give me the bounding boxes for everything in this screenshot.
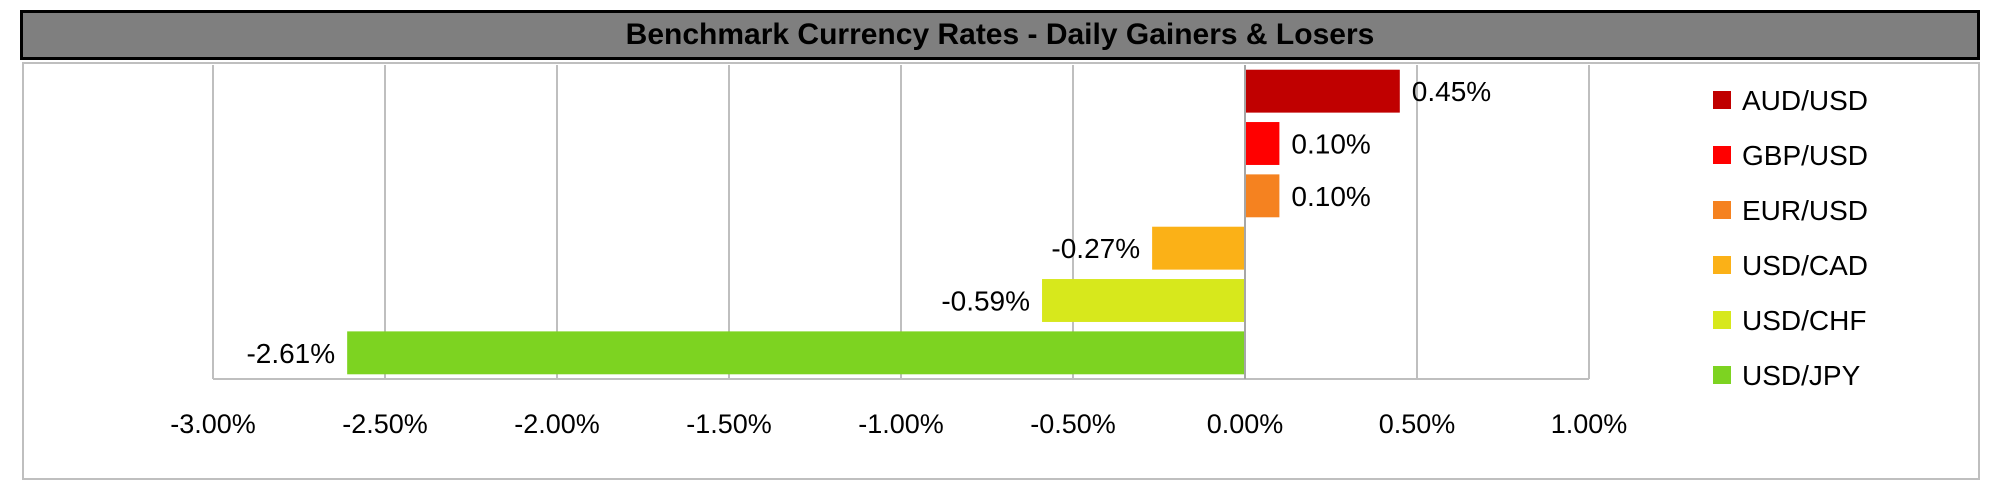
x-tick-label: 1.00% [1551, 409, 1628, 439]
legend-label: USD/JPY [1742, 360, 1861, 391]
x-tick-label: 0.00% [1207, 409, 1284, 439]
x-tick-label: -1.00% [858, 409, 944, 439]
legend-swatch [1713, 366, 1731, 384]
bar-aud-usd [1245, 69, 1400, 113]
bar-eur-usd [1245, 174, 1280, 218]
bar-gbp-usd [1245, 122, 1280, 165]
x-tick-label: -1.50% [686, 409, 772, 439]
legend-swatch [1713, 91, 1731, 109]
data-label: -0.59% [941, 286, 1030, 317]
data-label: -0.27% [1051, 233, 1140, 264]
chart-title: Benchmark Currency Rates - Daily Gainers… [625, 18, 1375, 51]
data-label: -2.61% [246, 338, 335, 369]
legend-swatch [1713, 201, 1731, 219]
legend-label: EUR/USD [1742, 195, 1868, 226]
legend-swatch [1713, 311, 1731, 329]
x-tick-label: -2.50% [342, 409, 428, 439]
bar-usd-cad [1152, 226, 1245, 270]
legend-label: USD/CAD [1742, 250, 1868, 281]
legend-swatch [1713, 146, 1731, 164]
bar-usd-jpy [347, 331, 1245, 375]
x-tick-label: 0.50% [1379, 409, 1456, 439]
legend-label: AUD/USD [1742, 85, 1868, 116]
data-label: 0.10% [1291, 181, 1370, 212]
legend-label: USD/CHF [1742, 305, 1866, 336]
x-tick-label: -2.00% [514, 409, 600, 439]
chart-frame [22, 62, 1980, 480]
x-tick-label: -3.00% [170, 409, 256, 439]
data-label: 0.45% [1412, 76, 1491, 107]
bar-usd-chf [1042, 279, 1245, 322]
legend-swatch [1713, 256, 1731, 274]
x-tick-label: -0.50% [1030, 409, 1116, 439]
chart-title-bar: Benchmark Currency Rates - Daily Gainers… [20, 10, 1980, 60]
legend-label: GBP/USD [1742, 140, 1868, 171]
data-label: 0.10% [1291, 129, 1370, 160]
